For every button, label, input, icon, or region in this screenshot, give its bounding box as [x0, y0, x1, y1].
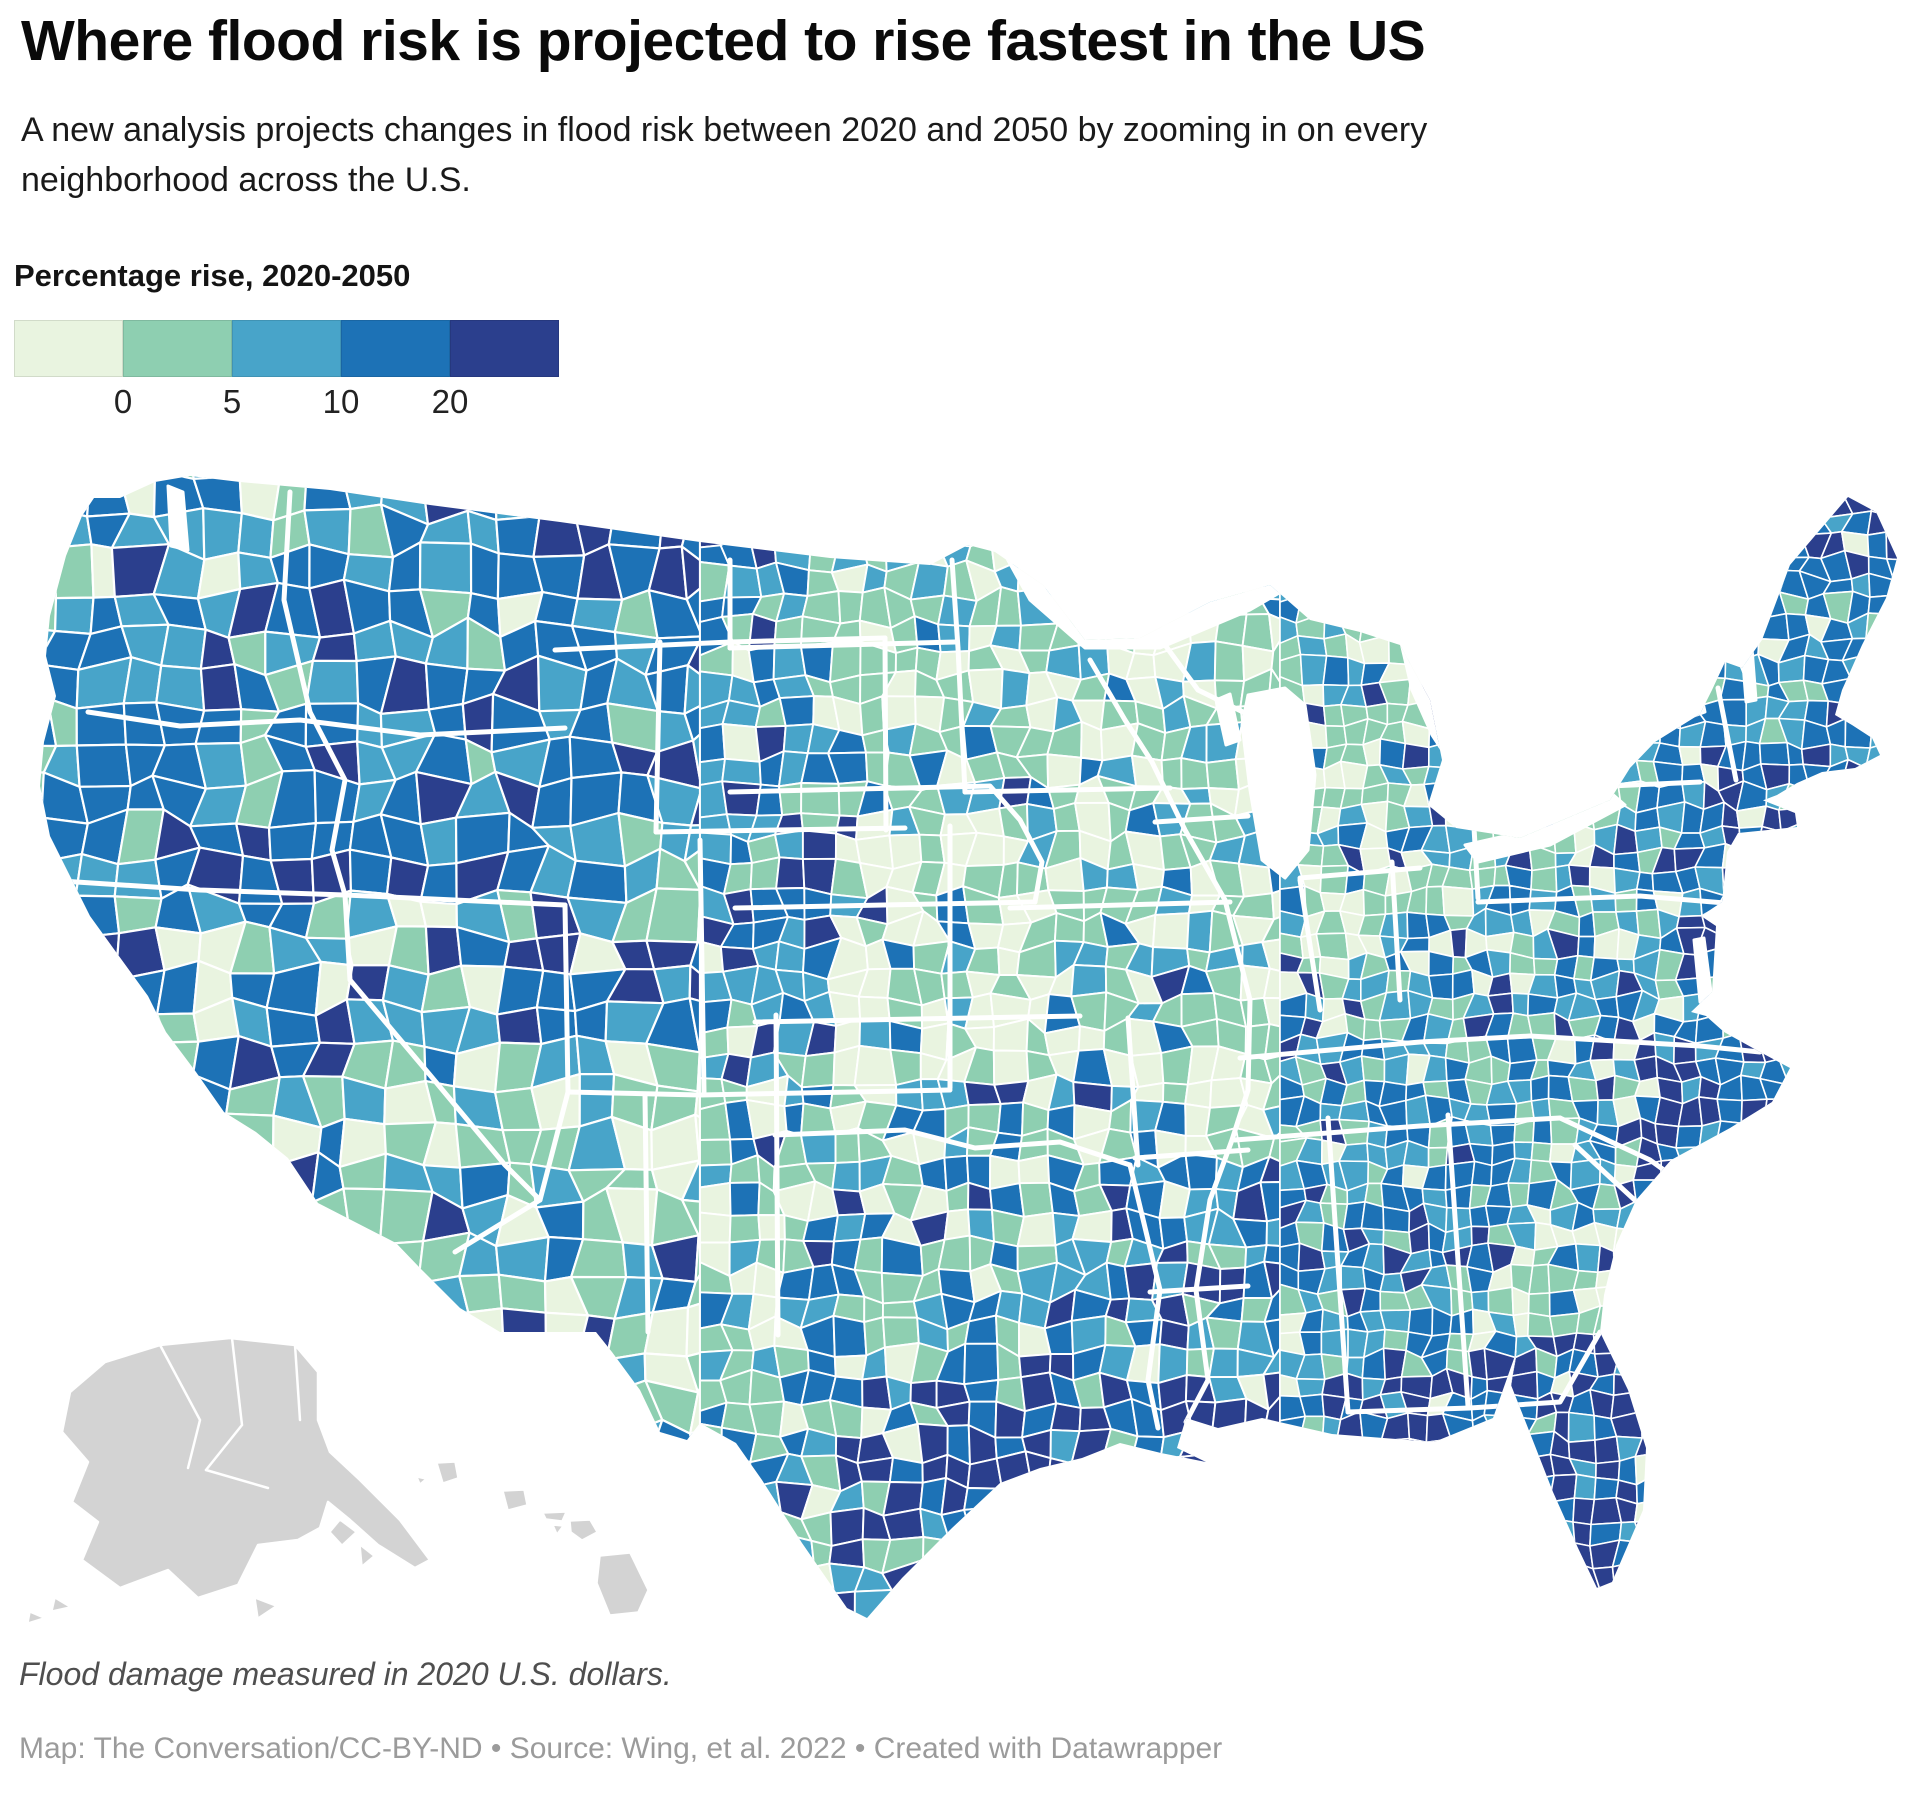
legend-swatch-4 — [450, 320, 559, 377]
legend-tick-2: 10 — [322, 383, 360, 420]
map-footnote: Flood damage measured in 2020 U.S. dolla… — [19, 1656, 672, 1692]
legend-swatch-3 — [341, 320, 450, 377]
legend-swatch-row — [14, 320, 559, 377]
legend-tick-0: 0 — [113, 383, 133, 420]
legend-swatch-2 — [232, 320, 341, 377]
legend-tick-3: 20 — [431, 383, 469, 420]
map-credit: Map: The Conversation/CC-BY-ND • Source:… — [19, 1732, 1223, 1765]
chart-title: Where flood risk is projected to rise fa… — [21, 9, 1426, 73]
legend-tick-row: 0 5 10 20 — [14, 383, 559, 427]
legend-swatch-1 — [123, 320, 232, 377]
legend-swatch-0 — [14, 320, 123, 377]
chart-subtitle: A new analysis projects changes in flood… — [21, 111, 1428, 200]
legend-title: Percentage rise, 2020-2050 — [14, 258, 411, 293]
us-flood-risk-choropleth-map[interactable] — [0, 340, 1920, 1640]
legend-tick-1: 5 — [222, 383, 242, 420]
legend: Percentage rise, 2020-2050 0 5 10 20 — [14, 258, 574, 427]
